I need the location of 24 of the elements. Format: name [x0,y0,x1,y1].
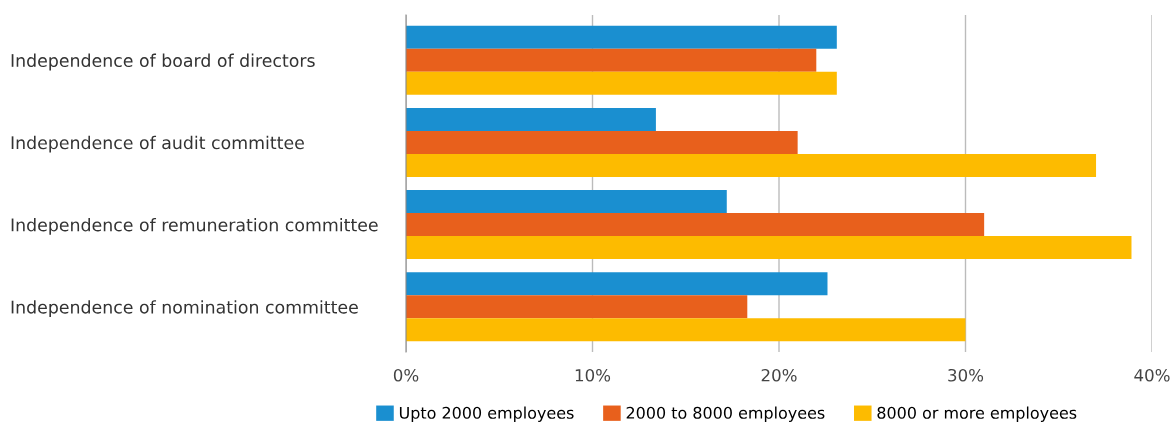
bar [406,213,985,237]
y-tick-label: Independence of nomination committee [11,300,358,317]
x-tick-label: 10% [575,368,611,382]
bar [406,130,798,154]
legend-label: Upto 2000 employees [399,406,574,422]
y-tick-label: Independence of audit committee [11,135,304,153]
y-tick-label: Independence of board of directors [11,53,315,71]
bar [406,190,727,214]
bar [406,25,837,49]
bar [406,236,1132,260]
bar [406,272,828,296]
x-tick-label: 20% [761,368,797,382]
bar [406,48,817,72]
x-tick-label: 40% [1134,368,1170,382]
bar [406,295,748,319]
y-tick-label: Independence of remuneration committee [11,218,378,235]
x-tick-label: 0% [393,368,419,382]
bar [406,71,837,95]
bar [406,153,1097,177]
bar [406,107,656,131]
x-tick-label: 30% [948,368,984,382]
legend-label: 2000 to 8000 employees [626,406,825,422]
bar [406,318,966,342]
legend-label: 8000 or more employees [877,406,1077,422]
